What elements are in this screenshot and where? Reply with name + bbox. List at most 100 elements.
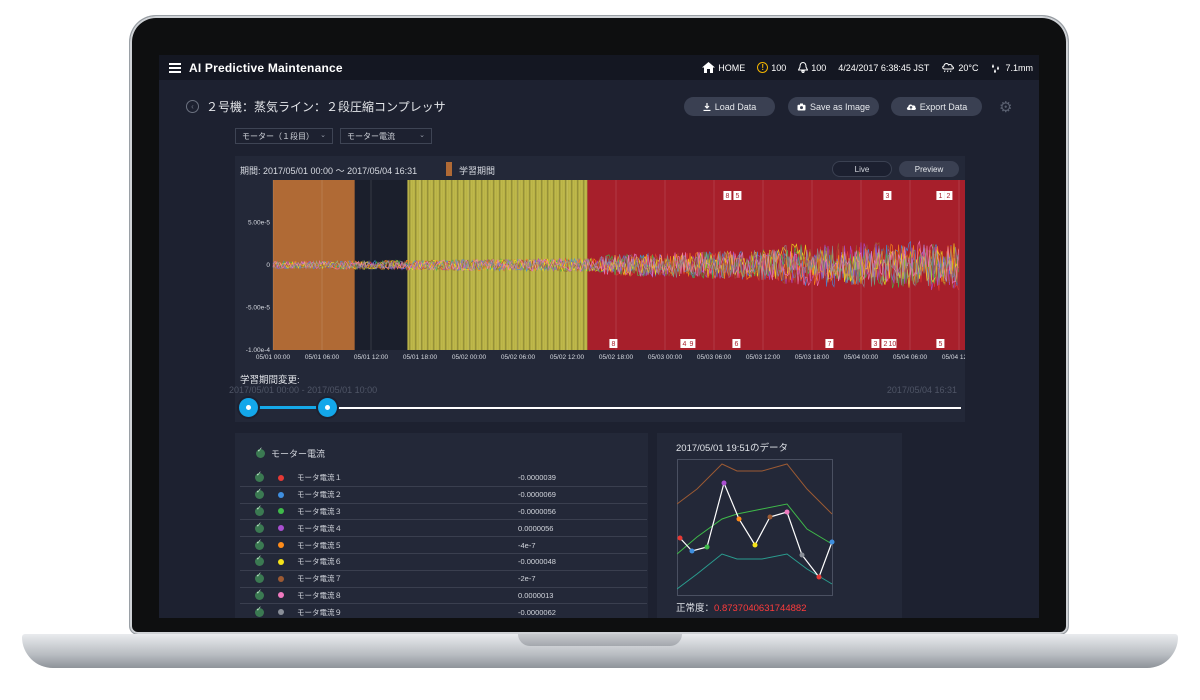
series-value: -2e-7 bbox=[518, 574, 536, 584]
table-row[interactable]: モータ電流８ 0.0000013 bbox=[240, 588, 647, 605]
anomaly-marker-bottom-label: 4 bbox=[682, 341, 686, 348]
snapshot-point-4 bbox=[721, 480, 727, 486]
save-image-button[interactable]: Save as Image bbox=[788, 97, 879, 116]
series-color-dot bbox=[278, 542, 284, 549]
x-tick-label: 05/02 12:00 bbox=[550, 354, 585, 361]
anomaly-marker-bottom bbox=[888, 339, 897, 348]
table-row[interactable]: モータ電流４ 0.0000056 bbox=[240, 520, 647, 538]
timeseries-chart[interactable]: 05/01 00:00 05/01 06:00 05/01 12:00 05/01 1… bbox=[235, 180, 965, 376]
warning-icon: ! bbox=[757, 62, 769, 73]
anomaly-marker-top bbox=[733, 191, 742, 200]
temperature-value: 20°C bbox=[958, 62, 979, 73]
x-tick-label: 05/03 06:00 bbox=[697, 354, 732, 361]
snapshot-point-9 bbox=[799, 552, 805, 558]
table-row[interactable]: モータ電流３ -0.0000056 bbox=[240, 504, 647, 521]
table-row[interactable]: モータ電流６ -0.0000048 bbox=[240, 554, 647, 571]
timeseries-panel: 期間: 2017/05/01 00:00 〜 2017/05/04 16:31 … bbox=[229, 156, 965, 422]
training-period-end: 2017/05/04 16:31 bbox=[886, 385, 957, 395]
check-icon[interactable] bbox=[255, 571, 264, 584]
app-title: AI Predictive Maintenance bbox=[189, 60, 343, 75]
series-line-8 bbox=[272, 240, 959, 287]
series-name: モータ電流４ bbox=[297, 523, 342, 533]
check-icon[interactable] bbox=[255, 554, 264, 567]
unit-select-value: モーター（１段目） bbox=[242, 131, 314, 141]
series-value: -0.0000069 bbox=[518, 490, 556, 500]
app-screen: AI Predictive Maintenance HOME ! 100 100… bbox=[159, 55, 1039, 618]
check-icon[interactable] bbox=[255, 605, 264, 617]
check-icon[interactable] bbox=[255, 470, 264, 483]
snapshot-panel: 2017/05/01 19:51のデータ 正常度：0.8737040631744… bbox=[657, 433, 902, 618]
anomaly-marker-bottom bbox=[732, 339, 741, 348]
table-row[interactable]: モータ電流２ -0.0000069 bbox=[240, 487, 647, 504]
x-tick-label: 05/01 12:00 bbox=[354, 354, 389, 361]
table-row[interactable]: モータ電流１ -0.0000039 bbox=[240, 470, 647, 487]
home-link[interactable]: HOME bbox=[702, 62, 745, 73]
check-icon[interactable] bbox=[255, 521, 264, 533]
table-row[interactable]: モータ電流５ -4e-7 bbox=[240, 537, 647, 554]
series-color-dot bbox=[278, 575, 284, 582]
series-value: -0.0000039 bbox=[518, 473, 556, 483]
anomaly-marker-top bbox=[883, 191, 892, 200]
alert-indicator[interactable]: ! 100 bbox=[757, 62, 786, 73]
x-tick-label: 05/03 12:00 bbox=[746, 354, 781, 361]
x-tick-label: 05/02 06:00 bbox=[501, 354, 536, 361]
y-tick-label: 0 bbox=[266, 262, 270, 269]
hamburger-menu-icon[interactable] bbox=[169, 62, 181, 73]
snapshot-point-11 bbox=[829, 539, 835, 545]
snapshot-chart-frame bbox=[677, 459, 833, 596]
x-tick-label: 05/04 00:00 bbox=[844, 354, 879, 361]
series-color-dot bbox=[278, 525, 284, 532]
series-value: -0.0000056 bbox=[518, 506, 556, 516]
snapshot-point-6 bbox=[752, 542, 758, 548]
rain-value: 7.1mm bbox=[1005, 62, 1033, 73]
x-tick-label: 05/03 00:00 bbox=[648, 354, 683, 361]
slider-track[interactable] bbox=[240, 407, 961, 409]
anomaly-marker-top bbox=[723, 191, 732, 200]
notification-indicator[interactable]: 100 bbox=[798, 62, 826, 73]
bell-icon bbox=[798, 62, 809, 73]
period-label: 期間: 2017/05/01 00:00 〜 2017/05/04 16:31 bbox=[240, 166, 418, 176]
x-tick-label: 05/04 06:00 bbox=[893, 354, 928, 361]
table-row[interactable]: モータ電流７ -2e-7 bbox=[240, 571, 647, 588]
table-row[interactable]: モータ電流９ -0.0000062 bbox=[240, 604, 647, 618]
series-line-9 bbox=[272, 245, 959, 288]
check-icon[interactable] bbox=[255, 487, 264, 500]
signal-select[interactable]: モーター電流 ⌄ bbox=[340, 128, 432, 144]
live-button[interactable]: Live bbox=[832, 161, 892, 177]
cloud-rain-icon bbox=[942, 63, 955, 73]
signal-select-value: モーター電流 bbox=[347, 131, 395, 141]
camera-icon bbox=[797, 103, 806, 110]
check-icon[interactable] bbox=[255, 504, 264, 516]
series-name: モータ電流５ bbox=[297, 540, 342, 550]
cloud-upload-icon bbox=[906, 103, 916, 110]
series-color-dot bbox=[278, 558, 284, 565]
x-tick-label: 05/02 00:00 bbox=[452, 354, 487, 361]
export-data-label: Export Data bbox=[919, 101, 968, 112]
anomaly-marker-top-label: 8 bbox=[725, 193, 729, 200]
preview-button[interactable]: Preview bbox=[899, 161, 959, 177]
x-tick-label: 05/04 12:00 bbox=[942, 354, 965, 361]
slider-end-handle[interactable] bbox=[318, 398, 337, 417]
snapshot-band-middle bbox=[677, 503, 833, 555]
back-icon[interactable]: ‹ bbox=[186, 100, 199, 113]
check-icon[interactable] bbox=[256, 446, 265, 458]
snapshot-title: 2017/05/01 19:51のデータ bbox=[676, 443, 788, 454]
anomaly-marker-bottom-label: 2 bbox=[883, 341, 887, 348]
check-icon[interactable] bbox=[255, 538, 264, 550]
check-icon[interactable] bbox=[255, 588, 264, 600]
anomaly-marker-bottom-label: 8 bbox=[611, 341, 615, 348]
anomaly-marker-bottom-label: 10 bbox=[889, 341, 897, 348]
normality-score: 正常度：0.8737040631744882 bbox=[676, 600, 806, 614]
load-data-button[interactable]: Load Data bbox=[684, 97, 775, 116]
series-name: モータ電流３ bbox=[297, 506, 342, 516]
gear-icon[interactable]: ⚙ bbox=[999, 99, 1013, 116]
chevron-down-icon: ⌄ bbox=[419, 132, 425, 139]
snapshot-point-5 bbox=[736, 516, 742, 522]
snapshot-band-lower bbox=[677, 553, 833, 590]
unit-select[interactable]: モーター（１段目） ⌄ bbox=[235, 128, 333, 144]
normality-label: 正常度： bbox=[676, 603, 715, 614]
weather-temp: 20°C bbox=[941, 62, 978, 73]
slider-start-handle[interactable] bbox=[239, 398, 258, 417]
anomaly-marker-top-label: 3 bbox=[885, 193, 889, 200]
export-data-button[interactable]: Export Data bbox=[891, 97, 982, 116]
